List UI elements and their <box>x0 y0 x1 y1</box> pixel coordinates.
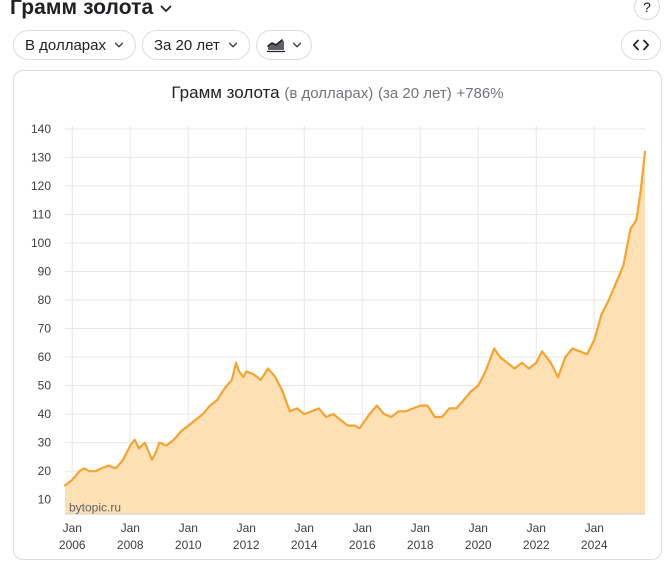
embed-button[interactable] <box>621 30 661 60</box>
x-tick-label-year: 2006 <box>59 538 86 552</box>
x-tick-label-month: Jan <box>63 521 82 535</box>
y-tick-label: 120 <box>31 179 51 193</box>
period-select[interactable]: За 20 лет <box>141 30 250 60</box>
y-tick-label: 60 <box>38 350 52 364</box>
y-tick-label: 10 <box>38 493 52 507</box>
chart-title-unit: (в долларах) <box>284 85 374 102</box>
x-tick-label-year: 2008 <box>117 538 144 552</box>
y-tick-label: 30 <box>38 436 52 450</box>
chevron-down-icon <box>228 42 238 48</box>
watermark: bytopic.ru <box>69 501 121 515</box>
chart-card: Грамм золота (в долларах) (за 20 лет) +7… <box>13 70 662 560</box>
x-tick-label-month: Jan <box>585 521 604 535</box>
x-tick-label-month: Jan <box>121 521 140 535</box>
x-tick-label-year: 2010 <box>175 538 202 552</box>
y-tick-label: 70 <box>38 322 52 336</box>
chart-title-period: (за 20 лет) <box>378 85 452 102</box>
chevron-down-icon[interactable] <box>159 2 173 16</box>
x-tick-label-year: 2020 <box>465 538 492 552</box>
y-tick-label: 130 <box>31 150 51 164</box>
currency-select[interactable]: В долларах <box>13 30 136 60</box>
period-select-label: За 20 лет <box>153 36 220 54</box>
x-tick-label-year: 2012 <box>233 538 260 552</box>
price-area <box>65 151 645 514</box>
x-tick-label-year: 2024 <box>581 538 608 552</box>
y-tick-label: 20 <box>38 464 52 478</box>
y-tick-label: 90 <box>38 265 52 279</box>
y-tick-label: 140 <box>31 122 51 136</box>
chevron-down-icon <box>114 42 124 48</box>
x-tick-label-year: 2022 <box>523 538 550 552</box>
help-button[interactable]: ? <box>634 0 660 20</box>
chevron-down-icon <box>292 42 302 48</box>
chart-title-change: +786% <box>456 85 504 102</box>
x-tick-label-month: Jan <box>295 521 314 535</box>
y-tick-label: 50 <box>38 379 52 393</box>
y-tick-label: 110 <box>32 207 51 221</box>
area-chart-icon <box>266 39 285 53</box>
price-line <box>63 150 647 487</box>
x-tick-label-month: Jan <box>237 521 256 535</box>
x-tick-label-month: Jan <box>469 521 488 535</box>
x-tick-label-year: 2014 <box>291 538 318 552</box>
code-brackets-icon <box>632 39 650 51</box>
currency-select-label: В долларах <box>25 36 106 54</box>
price-chart: 10 20 30 40 50 60 70 80 90 100 110 120 130 140 Jan 2006… <box>31 122 647 552</box>
header: Грамм золота <box>10 0 173 22</box>
y-tick-label: 40 <box>38 407 52 421</box>
x-tick-label-month: Jan <box>527 521 546 535</box>
help-icon: ? <box>643 0 651 15</box>
chart-title-main: Грамм золота <box>171 83 280 102</box>
page-title: Грамм золота <box>10 0 154 19</box>
chart-style-select[interactable] <box>255 30 312 60</box>
x-tick-label-month: Jan <box>353 521 372 535</box>
y-tick-label: 100 <box>31 236 51 250</box>
chart-controls: В долларах За 20 лет <box>13 30 312 62</box>
x-tick-label-year: 2018 <box>407 538 434 552</box>
x-tick-label-year: 2016 <box>349 538 376 552</box>
x-tick-label-month: Jan <box>411 521 430 535</box>
y-tick-label: 80 <box>38 293 52 307</box>
x-tick-label-month: Jan <box>179 521 198 535</box>
chart-title: Грамм золота (в долларах) (за 20 лет) +7… <box>14 83 661 103</box>
